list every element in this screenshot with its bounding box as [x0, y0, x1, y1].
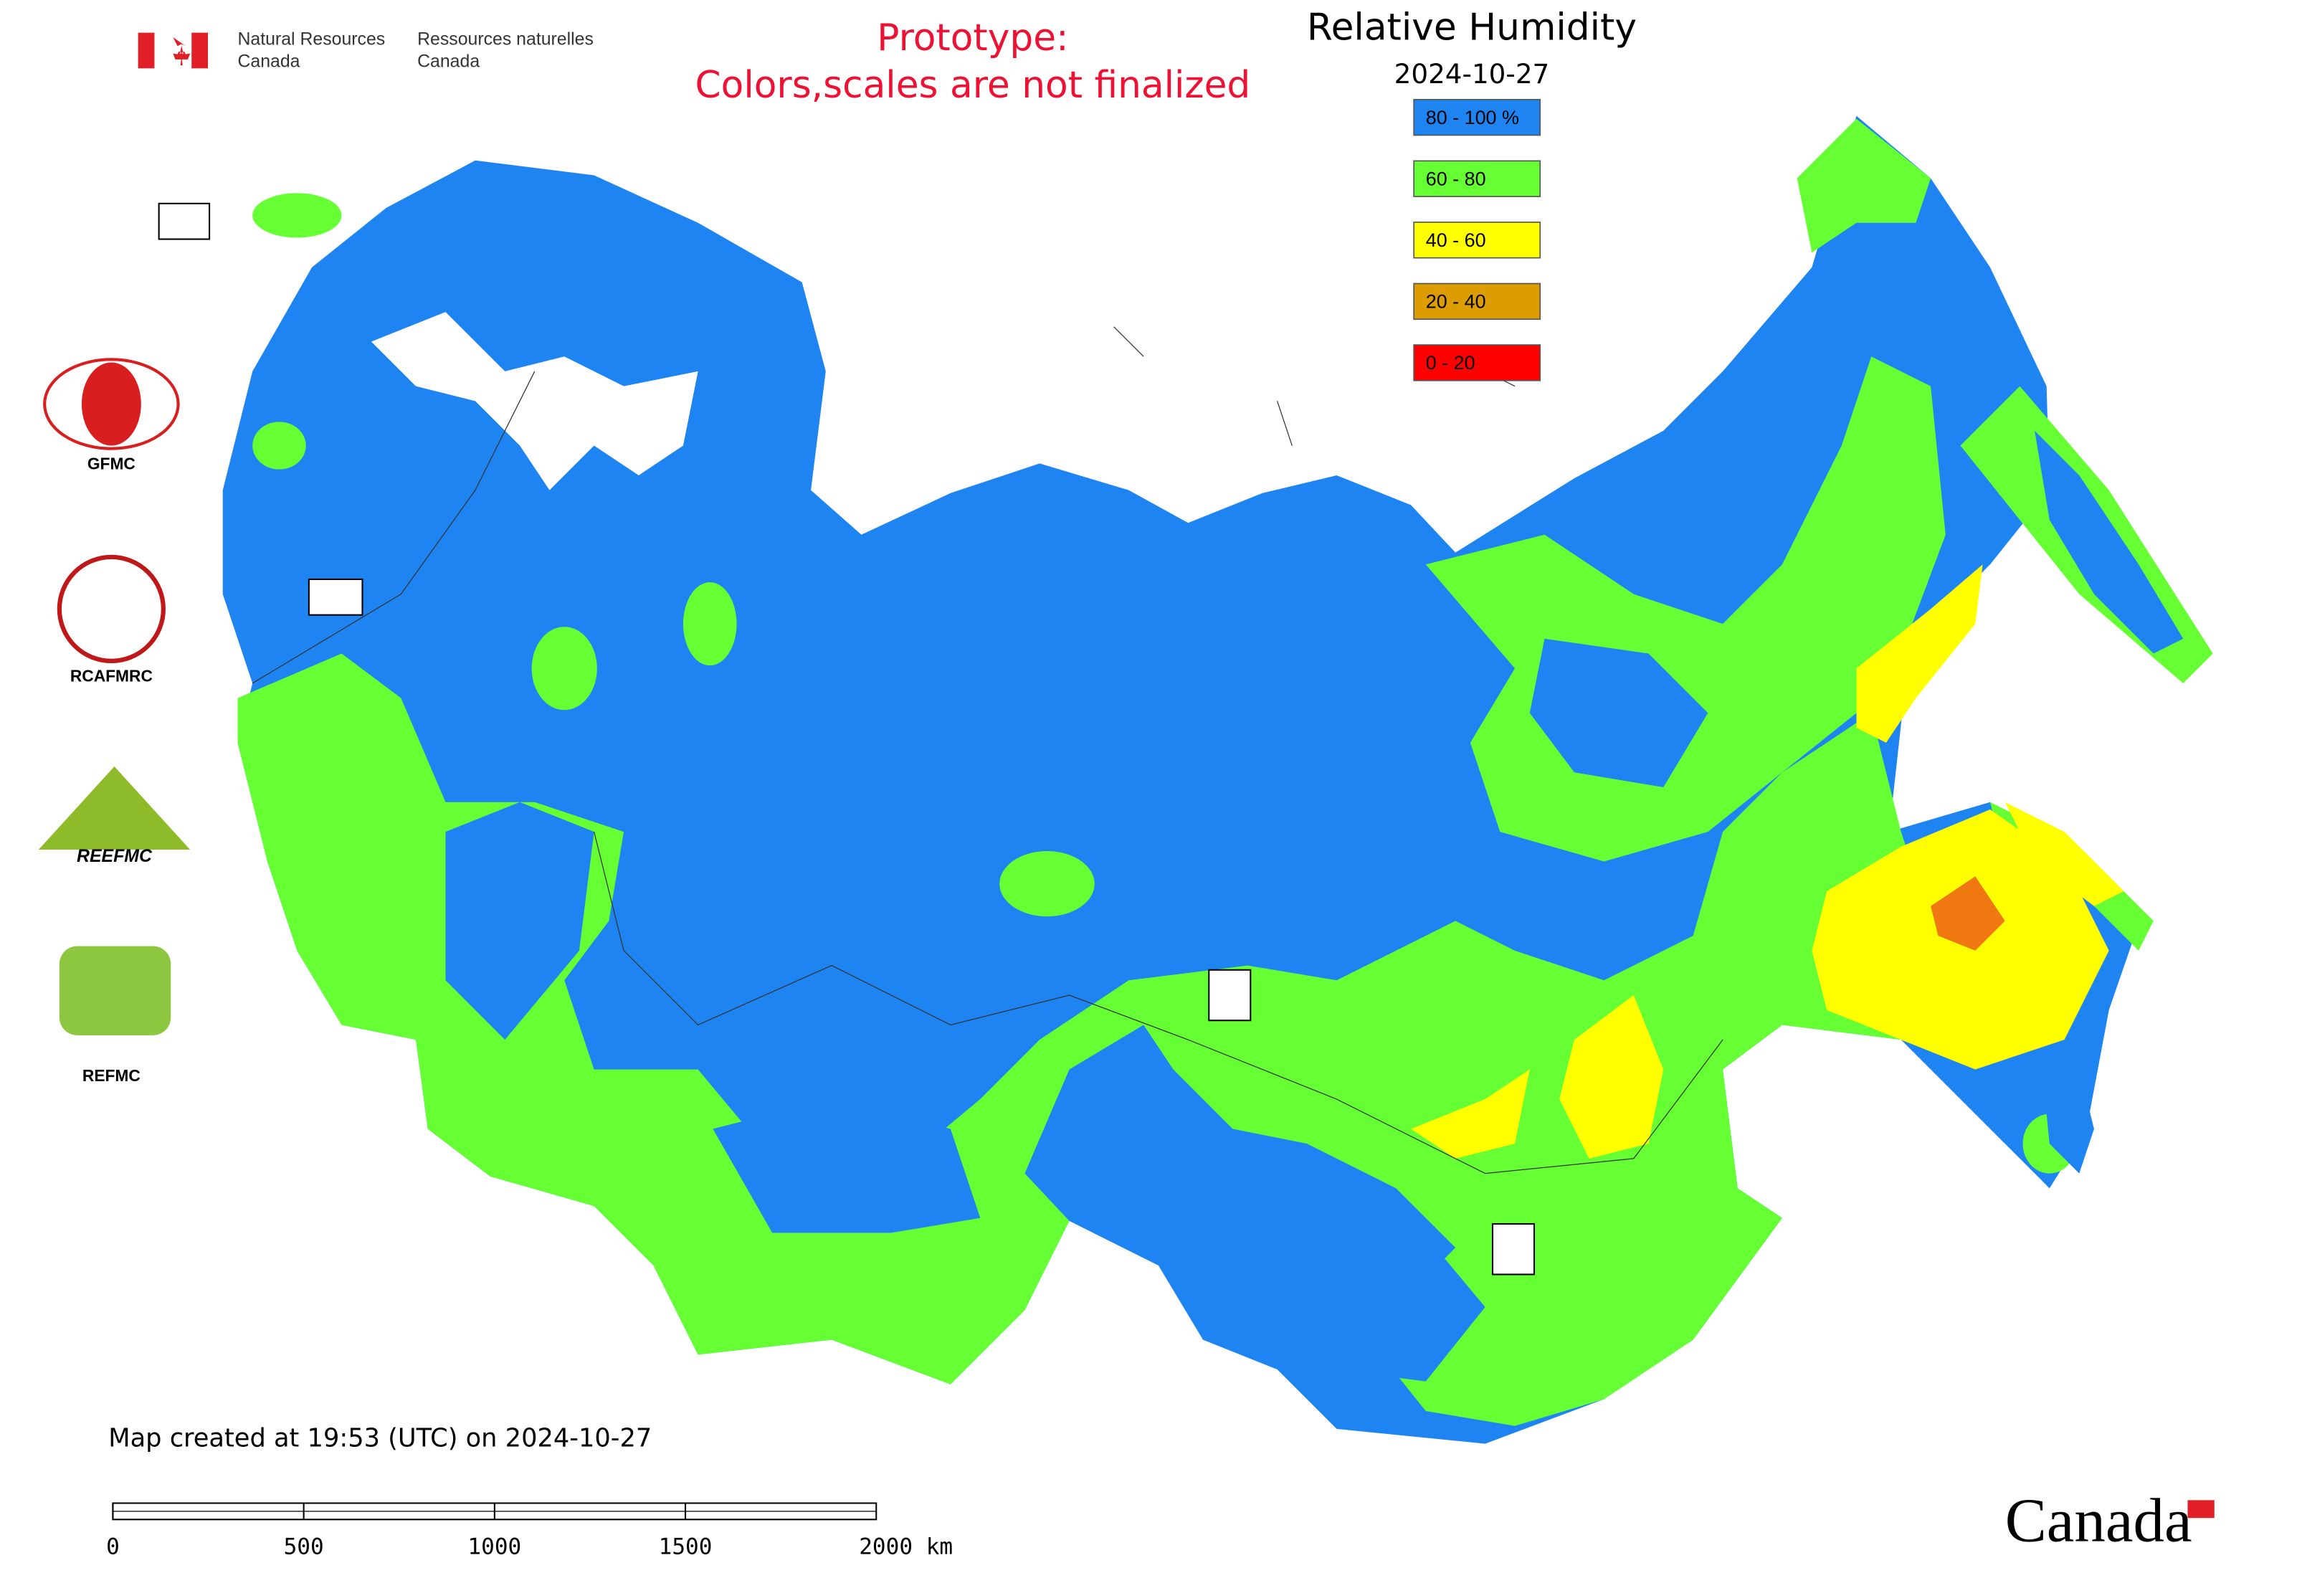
rh-patch	[445, 802, 594, 1040]
legend: 80 - 100 % 60 - 80 40 - 60 20 - 40 0 - 20	[1413, 98, 1541, 381]
logo-ring	[57, 554, 166, 664]
rh-patch	[1856, 564, 1983, 743]
canada-wordmark: Canada	[2005, 1486, 2192, 1555]
legend-swatch	[1413, 160, 1541, 197]
scale-label: 500	[284, 1534, 324, 1560]
created-note: Map created at 19:53 (UTC) on 2024-10-27	[108, 1423, 652, 1453]
scale-label: 2000 km	[859, 1534, 953, 1560]
rh-patch	[1931, 876, 2005, 951]
legend-label: 20 - 40	[1426, 291, 1486, 313]
rh-patch	[1559, 995, 1664, 1159]
rh-patch	[252, 193, 342, 238]
logo-label: REFMC	[82, 1066, 141, 1085]
logo-flame	[81, 362, 141, 446]
maple-leaf	[173, 37, 191, 66]
legend-swatch	[1413, 344, 1541, 381]
white-sea	[371, 312, 698, 490]
rh-patch	[999, 851, 1095, 917]
legend-swatch	[1413, 98, 1541, 136]
agency-en: Natural Resources	[237, 30, 385, 49]
map	[158, 115, 2213, 1444]
notice: Colors,scales are not finalized	[695, 64, 1251, 107]
scale-bar: 0 500 1000 1500 2000 km	[106, 1502, 953, 1560]
flag-bar	[138, 32, 155, 69]
border	[252, 371, 536, 684]
scale-label: 1000	[467, 1534, 521, 1560]
scale-label: 0	[106, 1534, 120, 1560]
logo-label: RCAFMRC	[70, 667, 153, 685]
sakhalin	[2042, 1040, 2094, 1174]
logo-ring	[43, 358, 180, 450]
rh-patch	[682, 582, 737, 666]
legend-label: 80 - 100 %	[1426, 107, 1519, 128]
logo-label: GFMC	[87, 454, 135, 472]
wordmark-flag	[2187, 1500, 2215, 1519]
logo-square	[59, 946, 171, 1035]
rh-20-40	[1931, 876, 2005, 951]
legend-label: 60 - 80	[1426, 168, 1486, 189]
legend-swatch	[1413, 222, 1541, 259]
legend-date: 2024-10-27	[1394, 58, 1550, 90]
flag-bar	[191, 32, 209, 69]
rh-patch	[1173, 1173, 1485, 1382]
agency-fr: Canada	[417, 52, 480, 72]
marker	[1491, 1222, 1536, 1276]
rh-patch	[252, 422, 306, 470]
marker	[158, 202, 211, 240]
agency-fr: Ressources naturelles	[417, 30, 594, 49]
legend-title: Relative Humidity	[1307, 6, 1637, 49]
logo-triangle	[38, 766, 191, 850]
logos: GFMC RCAFMRC REEFMC REFMC	[38, 358, 191, 1085]
logo-label: REEFMC	[77, 847, 153, 866]
border	[594, 831, 1723, 1174]
rh-patch	[1411, 1069, 1530, 1159]
rh-patch	[1529, 638, 1708, 787]
agency-en: Canada	[237, 52, 300, 72]
rh-patch	[713, 1099, 981, 1233]
legend-swatch	[1413, 282, 1541, 320]
kamchatka	[2035, 430, 2184, 654]
legend-label: 40 - 60	[1426, 229, 1486, 251]
scale-label: 1500	[659, 1534, 713, 1560]
rh-patch	[1797, 118, 1931, 253]
notice: Prototype:	[877, 16, 1068, 60]
center-markers	[158, 202, 1536, 1276]
nrcan-signature: Natural Resources Canada Ressources natu…	[138, 30, 594, 72]
legend-label: 0 - 20	[1426, 352, 1475, 374]
rh-patch	[2004, 802, 2124, 906]
marker	[308, 578, 363, 616]
marker	[1208, 969, 1252, 1022]
rh-patch	[531, 627, 597, 711]
